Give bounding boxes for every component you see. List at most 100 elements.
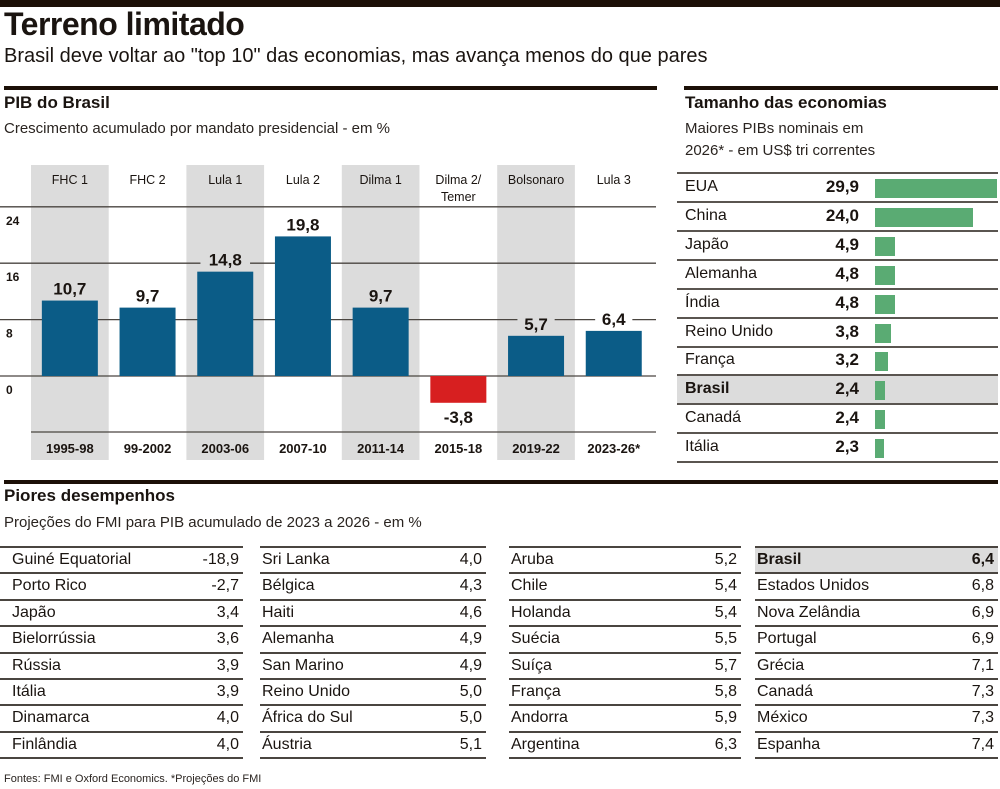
value-label: 10,7: [53, 280, 86, 299]
economy-row: França 3,2: [677, 347, 998, 377]
period-label: 1995-98: [46, 441, 94, 456]
economy-bar: [875, 294, 895, 314]
growth-value: 6,4: [971, 551, 994, 568]
country-name: Grécia: [757, 656, 805, 674]
country-name: Áustria: [262, 735, 312, 753]
table-row: Guiné Equatorial -18,9: [0, 548, 243, 575]
table-row: Andorra 5,9: [509, 706, 741, 733]
bar: [352, 307, 409, 376]
growth-value: 6,8: [971, 577, 994, 595]
period-label: 2019-22: [512, 441, 560, 456]
source-note: Fontes: FMI e Oxford Economics. *Projeçõ…: [4, 773, 262, 785]
growth-value: 3,9: [216, 656, 239, 674]
table-row: Bielorrússia 3,6: [0, 627, 243, 654]
pib-subtitle: Crescimento acumulado por mandato presid…: [4, 120, 391, 137]
growth-value: 5,1: [459, 735, 482, 753]
table-row: Grécia 7,1: [755, 654, 998, 680]
table-row: San Marino 4,9: [260, 654, 486, 680]
economy-name: Brasil: [685, 380, 730, 398]
y-tick-label: 0: [6, 383, 13, 397]
table-row: Rússia 3,9: [0, 654, 243, 680]
growth-value: 5,0: [459, 709, 482, 727]
category-label: Dilma 2/: [435, 173, 481, 187]
value-label-bg: [128, 285, 167, 304]
table-row: Reino Unido 5,0: [260, 680, 486, 707]
worst-column: Sri Lanka 4,0 Bélgica 4,3 Haiti 4,6 Alemanha 4,…: [260, 546, 486, 760]
page-title: Terreno limitado: [4, 6, 245, 42]
value-label: 9,7: [136, 287, 160, 306]
economy-row: Japão 4,9: [677, 232, 998, 261]
growth-value: -18,9: [202, 551, 239, 568]
growth-value: 6,9: [971, 603, 994, 621]
worst-column: Guiné Equatorial -18,9 Porto Rico -2,7 Japão…: [0, 546, 243, 760]
economy-bar: [875, 352, 889, 372]
economy-row: Reino Unido 3,8: [677, 319, 998, 348]
growth-value: 4,0: [216, 709, 239, 727]
economy-value: 3,8: [835, 321, 859, 341]
country-name: Suécia: [511, 630, 560, 648]
growth-value: 5,0: [459, 682, 482, 700]
country-name: Reino Unido: [262, 682, 351, 700]
pib-title: PIB do Brasil: [4, 93, 110, 112]
table-row: Espanha 7,4: [755, 733, 998, 760]
growth-value: 7,1: [971, 656, 994, 674]
section-rule-pib: [4, 86, 657, 90]
country-name: Porto Rico: [12, 577, 87, 595]
value-label-bg: [517, 313, 555, 332]
table-row: África do Sul 5,0: [260, 706, 486, 733]
country-name: Nova Zelândia: [757, 603, 861, 621]
country-name: Suíça: [511, 656, 552, 674]
section-rule-worst: [4, 480, 998, 484]
growth-value: 3,6: [216, 630, 239, 648]
category-label: FHC 1: [52, 173, 88, 187]
y-tick-label: 24: [6, 214, 20, 228]
economy-bar: [875, 207, 973, 227]
value-label-bg: [433, 406, 484, 425]
table-row: Portugal 6,9: [755, 627, 998, 654]
country-name: Sri Lanka: [262, 551, 330, 568]
country-name: Estados Unidos: [757, 577, 870, 595]
economy-bar: [875, 410, 885, 430]
table-row: Suécia 5,5: [509, 627, 741, 654]
table-row: Suíça 5,7: [509, 654, 741, 680]
worst-subtitle: Projeções do FMI para PIB acumulado de 2…: [4, 514, 422, 531]
bar: [41, 300, 98, 376]
country-name: Bielorrússia: [12, 630, 96, 648]
table-row: Argentina 6,3: [509, 733, 741, 760]
bar: [430, 376, 487, 403]
y-tick-label: 16: [6, 270, 20, 284]
category-label: Dilma 1: [359, 173, 401, 187]
value-label: -3,8: [444, 408, 473, 427]
table-row: Nova Zelândia 6,9: [755, 601, 998, 628]
growth-value: 4,3: [459, 577, 482, 595]
category-label: Lula 2: [286, 173, 320, 187]
value-label: 5,7: [524, 315, 548, 334]
table-row: México 7,3: [755, 706, 998, 733]
economy-name: Alemanha: [685, 264, 758, 282]
growth-value: 5,4: [714, 603, 737, 621]
country-name: Chile: [511, 577, 548, 595]
economy-value: 29,9: [825, 177, 859, 196]
country-name: Portugal: [757, 630, 817, 648]
economy-name: China: [685, 206, 727, 224]
page-subtitle: Brasil deve voltar ao "top 10" das econo…: [4, 45, 708, 67]
country-name: Bélgica: [262, 577, 315, 595]
economy-name: França: [685, 351, 735, 369]
growth-value: 5,8: [714, 682, 737, 700]
bar: [119, 307, 176, 376]
table-row: França 5,8: [509, 680, 741, 707]
table-row: Holanda 5,4: [509, 601, 741, 628]
worst-column: Brasil 6,4 Estados Unidos 6,8 Nova Zelândia 6…: [755, 546, 998, 760]
growth-value: 5,9: [714, 709, 737, 727]
y-tick-label: 8: [6, 327, 13, 341]
economy-bar: [875, 236, 895, 256]
economy-value: 2,4: [835, 379, 859, 399]
bar: [274, 236, 331, 376]
economy-bar: [875, 381, 885, 401]
country-name: Haiti: [262, 603, 295, 621]
growth-value: 7,4: [971, 735, 994, 753]
economies-subtitle-line1: Maiores PIBs nominais em: [685, 120, 864, 137]
table-row: Japão 3,4: [0, 601, 243, 628]
economy-row: China 24,0: [677, 203, 998, 232]
growth-value: 3,4: [216, 603, 239, 621]
